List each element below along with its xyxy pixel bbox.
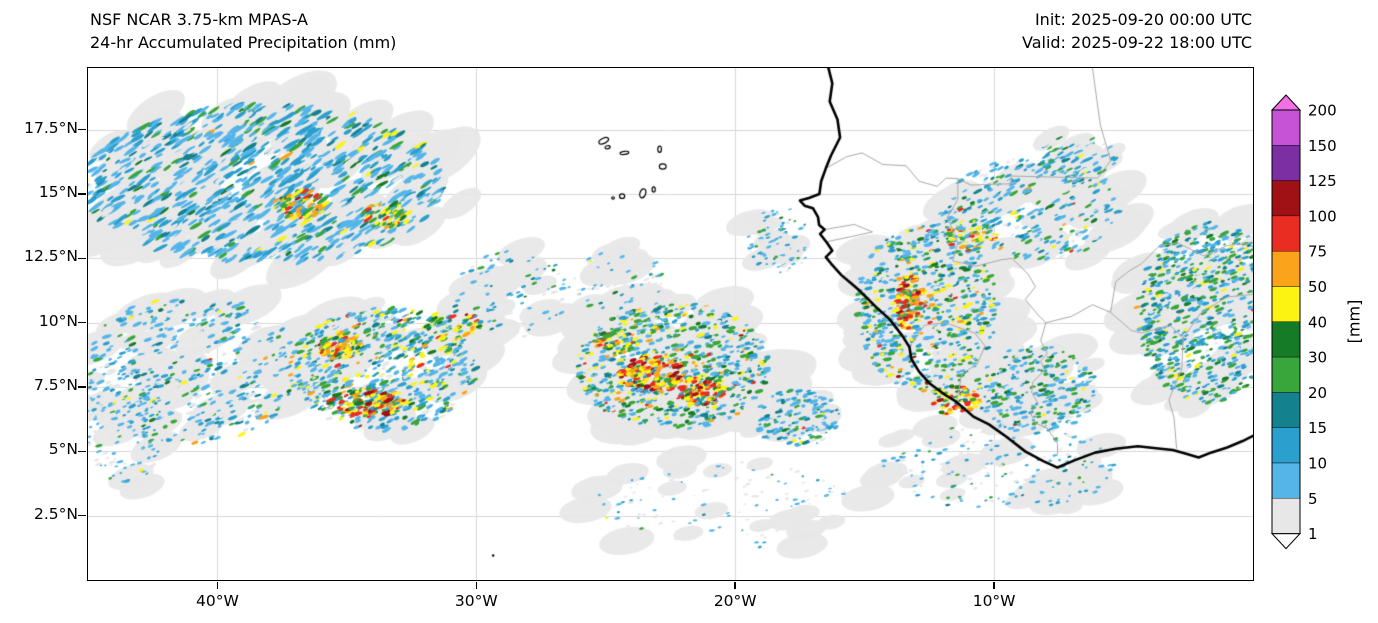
colorbar-tick-label: 20 xyxy=(1308,384,1327,402)
colorbar: 200 150 125 100 75 50 40 30 20 15 10 5 1 xyxy=(1270,94,1337,550)
lat-tick-label: 2.5°N xyxy=(34,504,78,523)
colorbar-over-arrow xyxy=(1270,94,1302,111)
precip-field-canvas xyxy=(87,67,1253,580)
colorbar-segment xyxy=(1271,145,1301,181)
title-block: NSF NCAR 3.75-km MPAS-A 24-hr Accumulate… xyxy=(90,8,396,54)
colorbar-tick-label: 75 xyxy=(1308,243,1327,261)
lat-tick-label: 5°N xyxy=(48,440,78,459)
colorbar-tick-label: 100 xyxy=(1308,207,1337,225)
lat-tick-label: 15°N xyxy=(38,183,78,202)
colorbar-tick-label: 125 xyxy=(1308,172,1337,190)
colorbar-tick-label: 30 xyxy=(1308,349,1327,367)
colorbar-segment xyxy=(1271,215,1301,252)
colorbar-tick-label: 10 xyxy=(1308,455,1327,473)
colorbar-tick-label: 200 xyxy=(1308,102,1337,120)
lon-tick-mark xyxy=(475,582,478,589)
valid-time: Valid: 2025-09-22 18:00 UTC xyxy=(1021,33,1252,52)
lat-tick-label: 7.5°N xyxy=(34,376,78,395)
lat-tick-mark xyxy=(78,193,86,195)
lat-tick-mark xyxy=(78,514,86,517)
init-time: Init: 2025-09-20 00:00 UTC xyxy=(1034,10,1252,29)
colorbar-outline xyxy=(1271,109,1301,535)
lat-tick-label: 17.5°N xyxy=(24,118,78,137)
lon-tick-label: 20°W xyxy=(713,592,757,610)
colorbar-tick-label: 15 xyxy=(1308,419,1327,437)
lat-tick-label: 10°N xyxy=(38,311,78,330)
lon-tick-label: 30°W xyxy=(454,592,498,610)
lat-tick-mark xyxy=(78,321,86,324)
colorbar-tick-label: 5 xyxy=(1308,490,1318,508)
lat-tick-mark xyxy=(78,450,86,453)
colorbar-segment xyxy=(1271,250,1301,287)
lat-tick-mark xyxy=(78,386,86,388)
colorbar-segment xyxy=(1271,356,1301,393)
map-frame xyxy=(86,66,1254,581)
colorbar-tick-label: 1 xyxy=(1308,525,1318,543)
model-title: NSF NCAR 3.75-km MPAS-A xyxy=(90,10,308,29)
colorbar-tick-label: 40 xyxy=(1308,313,1327,331)
colorbar-tick-label: 50 xyxy=(1308,278,1327,296)
field-title: 24-hr Accumulated Precipitation (mm) xyxy=(90,33,397,52)
lon-tick-mark xyxy=(734,582,736,589)
colorbar-segment xyxy=(1271,462,1301,499)
colorbar-unit-label: [mm] xyxy=(1344,299,1364,344)
lon-tick-mark xyxy=(216,582,219,589)
lat-tick-label: 12.5°N xyxy=(24,247,78,266)
lat-tick-mark xyxy=(78,128,86,131)
colorbar-box: 200 150 125 100 75 50 40 30 20 15 10 5 1 xyxy=(1268,90,1358,560)
colorbar-segment xyxy=(1271,498,1301,534)
colorbar-segment xyxy=(1271,321,1301,358)
lon-tick-mark xyxy=(993,582,995,589)
time-block: Init: 2025-09-20 00:00 UTC Valid: 2025-0… xyxy=(1022,8,1252,54)
lat-tick-mark xyxy=(78,257,86,260)
colorbar-segment xyxy=(1271,109,1301,146)
lon-tick-label: 10°W xyxy=(972,592,1016,610)
colorbar-segment xyxy=(1271,180,1301,217)
colorbar-segment xyxy=(1271,392,1301,428)
colorbar-tick-label: 150 xyxy=(1308,137,1337,155)
colorbar-under-arrow xyxy=(1270,533,1302,550)
lon-tick-label: 40°W xyxy=(196,592,239,610)
colorbar-segment xyxy=(1271,286,1301,322)
colorbar-segment xyxy=(1271,427,1301,464)
